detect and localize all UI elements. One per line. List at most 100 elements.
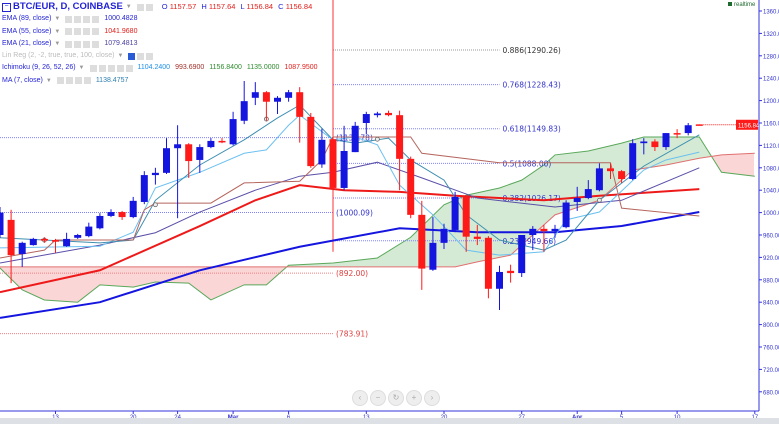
cloud-segment [104,266,106,286]
level-label: (1000.09) [336,209,373,218]
settings-icon[interactable] [98,65,106,73]
add-icon[interactable] [116,65,124,73]
cloud-segment [8,266,10,278]
zoom-in-button[interactable]: + [406,390,422,406]
source-icon[interactable] [107,65,115,73]
dropdown-caret-icon[interactable]: ▼ [78,65,85,72]
cloud-segment [506,184,508,257]
add-icon[interactable] [92,28,100,36]
level-label: 0.618(1149.83) [503,125,561,134]
cloud-segment [270,266,272,282]
cloud-segment [388,250,390,267]
cloud-segment [124,266,126,287]
cloud-segment [56,266,58,301]
settings-icon[interactable] [65,77,73,85]
add-icon[interactable] [83,77,91,85]
scroll-right-button[interactable]: › [424,390,440,406]
y-tick-label: 960.00 [763,234,779,240]
cloud-segment [640,137,642,169]
zoom-out-button[interactable]: − [370,390,386,406]
close-icon[interactable] [125,65,133,73]
open-value: 1157.57 [169,2,197,11]
cloud-segment [264,266,266,285]
dropdown-caret-icon[interactable]: ▼ [125,4,132,10]
cloud-segment [62,266,64,302]
eye-icon[interactable] [136,3,144,11]
indicator-name[interactable]: Ichimoku (9, 26, 52, 26) [2,64,76,72]
reset-button[interactable]: ↻ [388,390,404,406]
eye-icon[interactable] [89,65,97,73]
scroll-left-button[interactable]: ‹ [352,390,368,406]
cloud-segment [494,188,496,259]
cloud-segment [172,266,174,283]
dropdown-caret-icon[interactable]: ▼ [117,53,124,60]
cloud-segment [504,185,506,257]
cloud-segment [126,266,128,287]
cloud-segment [722,154,724,173]
indicator-name[interactable]: EMA (21, close) [2,39,52,47]
candle-body [0,212,4,235]
dropdown-caret-icon[interactable]: ▼ [45,77,52,84]
candle-body [307,116,315,167]
cloud-segment [552,155,554,218]
source-icon[interactable] [74,77,82,85]
dropdown-caret-icon[interactable]: ▼ [54,16,61,23]
dropdown-caret-icon[interactable]: ▼ [54,40,61,47]
eye-icon[interactable] [65,15,73,23]
eye-icon[interactable] [65,40,73,48]
candle-body [651,141,659,148]
y-tick-label: 1280.00 [763,54,779,60]
cloud-segment [26,266,28,293]
cloud-segment [696,137,698,159]
add-icon[interactable] [92,40,100,48]
source-icon[interactable] [83,40,91,48]
settings-icon[interactable] [137,52,145,60]
add-icon[interactable] [92,15,100,23]
bottom-scrollbar[interactable] [0,418,779,424]
candle-body [107,212,115,216]
source-icon[interactable] [146,52,154,60]
candles [0,81,703,311]
cloud-segment [102,266,104,286]
y-tick-label: 1040.00 [763,189,779,195]
settings-icon[interactable] [145,3,153,11]
candle-body [7,219,15,256]
cloud-segment [344,261,346,267]
cloud-segment [500,187,502,258]
cloud-segment [636,138,638,170]
cloud-segment [448,202,450,267]
cloud-segment [578,151,580,208]
y-tick-label: 880.00 [763,278,779,284]
cloud-segment [502,186,504,257]
cloud-segment [752,153,754,177]
y-tick-label: 1080.00 [763,166,779,172]
source-icon[interactable] [83,15,91,23]
indicator-name[interactable]: Lin Reg (2, -2, true, true, 100, close) [2,52,115,60]
candle-body [551,228,559,232]
candle-body [29,238,37,246]
indicator-name[interactable]: MA (7, close) [2,76,43,84]
candle-body [207,140,215,148]
cloud-segment [644,137,646,169]
settings-icon[interactable] [74,28,82,36]
indicator-name[interactable]: EMA (89, close) [2,15,52,23]
cloud-segment [612,144,614,189]
eye-icon[interactable] [65,28,73,36]
source-icon[interactable] [83,28,91,36]
indicator-name[interactable]: EMA (55, close) [2,27,52,35]
cloud-segment [276,266,278,277]
eye-icon[interactable] [56,77,64,85]
realtime-dot-icon [728,2,732,6]
cloud-segment [88,266,90,295]
candle-body [318,139,326,165]
cloud-segment [266,266,268,285]
eye-icon[interactable] [128,52,136,60]
settings-icon[interactable] [74,15,82,23]
cloud-segment [702,141,704,158]
dropdown-caret-icon[interactable]: ▼ [54,28,61,35]
settings-icon[interactable] [74,40,82,48]
cloud-segment [394,246,396,267]
collapse-icon[interactable]: − [2,2,11,12]
cloud-segment [414,232,416,267]
